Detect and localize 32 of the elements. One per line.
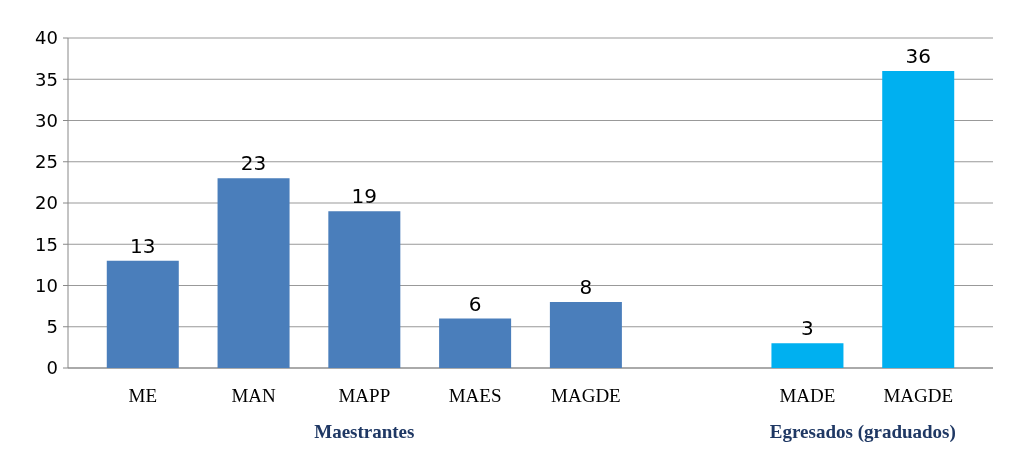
- data-label: 8: [579, 275, 593, 299]
- x-tick-label: MAGDE: [883, 385, 954, 406]
- y-tick-label: 25: [35, 151, 58, 173]
- y-tick-label: 15: [35, 233, 58, 255]
- data-label: 36: [905, 44, 931, 68]
- x-tick-label: MAN: [231, 385, 276, 406]
- x-tick-label: MAGDE: [551, 385, 621, 406]
- x-tick-label: MAPP: [338, 385, 391, 406]
- x-tick-label: MADE: [779, 385, 836, 406]
- bar: [217, 178, 290, 368]
- bar: [771, 343, 844, 368]
- x-tick-label: MAES: [448, 385, 502, 406]
- bar: [328, 211, 401, 368]
- data-label: 19: [351, 184, 378, 209]
- data-label: 6: [468, 291, 482, 316]
- y-tick-label: 40: [35, 27, 58, 49]
- text: Maestrantes: [314, 421, 415, 442]
- bar: [549, 302, 622, 368]
- y-tick-label: 20: [35, 192, 58, 214]
- y-tick-label: 10: [35, 274, 58, 296]
- y-tick-label: 0: [46, 357, 58, 379]
- bar: [882, 71, 955, 368]
- y-tick-label: 30: [35, 109, 58, 131]
- data-label: 13: [130, 233, 156, 258]
- bar: [439, 318, 512, 368]
- data-label: 23: [240, 151, 267, 176]
- data-label: 3: [801, 316, 814, 341]
- y-tick-label: 5: [46, 316, 58, 338]
- x-tick-label: ME: [128, 385, 158, 406]
- text: Egresados (graduados): [769, 421, 956, 443]
- y-tick-label: 35: [35, 68, 58, 90]
- bar: [106, 260, 179, 368]
